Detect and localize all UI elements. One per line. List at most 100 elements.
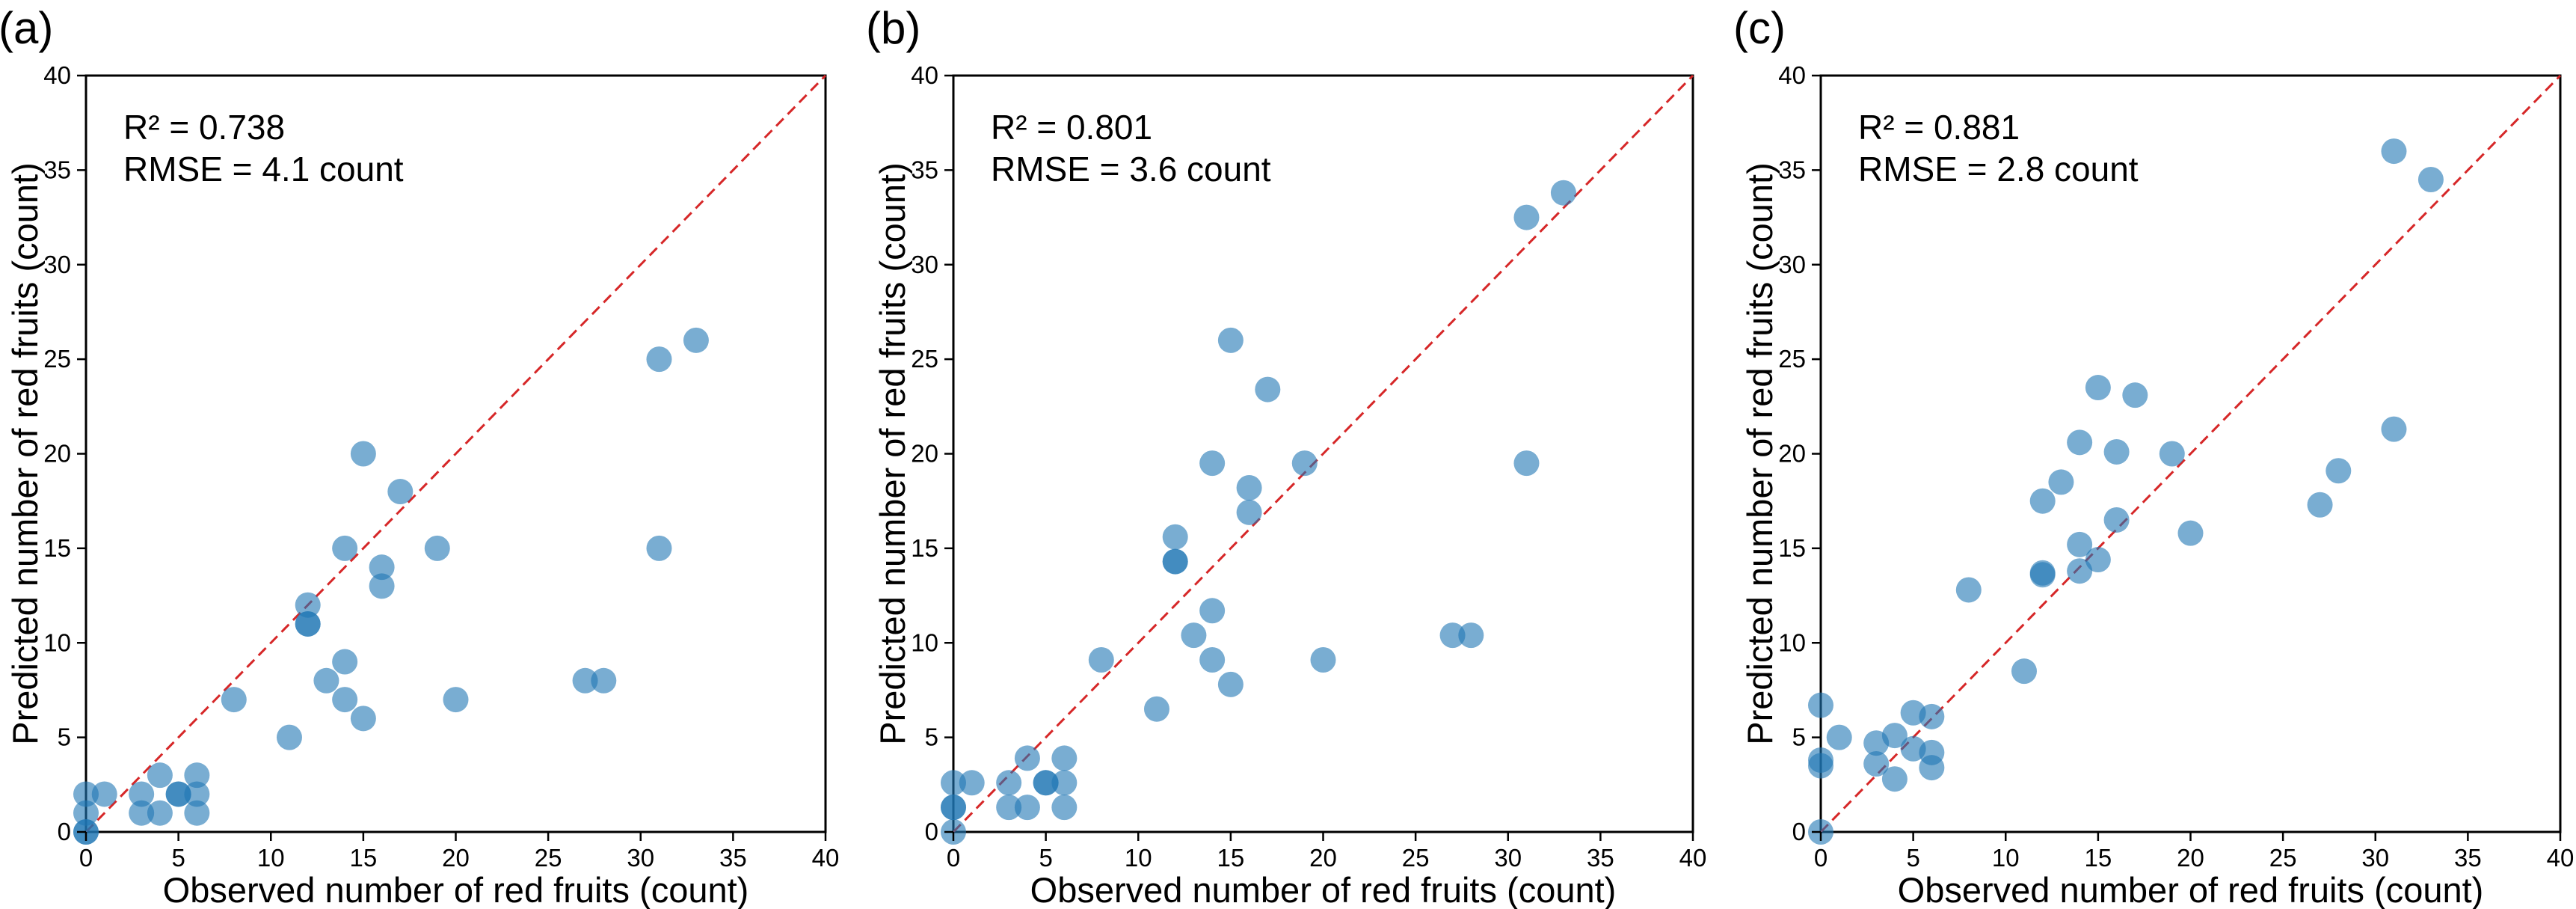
data-point — [2048, 469, 2074, 495]
data-point — [424, 535, 450, 561]
data-point — [1863, 751, 1890, 777]
x-tick-label: 25 — [2269, 844, 2297, 872]
panel-label: (c) — [1733, 3, 1786, 53]
y-axis-label: Predicted number of red fruits (count) — [873, 162, 912, 744]
x-tick-label: 20 — [2177, 844, 2204, 872]
y-tick-label: 35 — [43, 156, 71, 183]
data-point — [1014, 795, 1040, 821]
data-point — [2029, 488, 2056, 514]
data-point — [646, 535, 672, 561]
data-point — [2122, 382, 2148, 408]
y-tick-label: 10 — [1778, 628, 1806, 656]
y-tick-label: 30 — [43, 251, 71, 278]
x-tick-label: 0 — [79, 844, 93, 872]
data-point — [73, 781, 99, 807]
data-point — [1439, 622, 1466, 649]
data-point — [2381, 138, 2407, 165]
data-point — [129, 800, 155, 826]
data-point — [1088, 646, 1114, 673]
x-tick-label: 0 — [947, 844, 960, 872]
x-tick-label: 10 — [257, 844, 285, 872]
scatter-panel: 0 5 10 15 20 25 30 35 40 0 5 10 15 20 25 30 35 40 Observed… — [866, 3, 1706, 909]
x-tick-label: 15 — [350, 844, 378, 872]
panel-label: (b) — [866, 3, 920, 53]
data-point — [572, 667, 598, 694]
data-point — [1162, 548, 1188, 575]
data-point — [332, 687, 358, 713]
data-point — [1550, 180, 1576, 206]
identity-line — [1819, 74, 2562, 833]
data-point — [1808, 692, 1833, 718]
identity-line — [952, 74, 1694, 833]
x-tick-label: 20 — [442, 844, 470, 872]
data-point — [1033, 770, 1059, 796]
y-axis-label: Predicted number of red fruits (count) — [5, 162, 45, 744]
data-point — [184, 762, 210, 789]
data-point — [332, 535, 358, 561]
data-point — [1051, 745, 1078, 771]
x-tick-label: 40 — [812, 844, 840, 872]
data-point — [1310, 646, 1336, 673]
data-point — [2067, 558, 2093, 584]
data-point — [2011, 658, 2037, 685]
y-tick-label: 0 — [925, 818, 938, 845]
x-tick-label: 30 — [2361, 844, 2389, 872]
y-tick-label: 40 — [911, 61, 938, 89]
data-point — [276, 724, 302, 750]
data-point — [369, 554, 395, 581]
data-point — [184, 781, 210, 807]
x-tick-label: 15 — [2085, 844, 2112, 872]
data-point — [1199, 598, 1226, 624]
scatter-panel: 0 5 10 15 20 25 30 35 40 0 5 10 15 20 25 30 35 40 Observed… — [1733, 3, 2574, 909]
y-tick-label: 20 — [1778, 440, 1806, 468]
data-point — [295, 610, 321, 637]
data-point — [1881, 766, 1908, 792]
x-tick-label: 40 — [1679, 844, 1707, 872]
data-point — [2159, 441, 2185, 467]
data-point — [1143, 696, 1169, 722]
x-tick-label: 35 — [719, 844, 747, 872]
y-tick-label: 5 — [1792, 723, 1806, 751]
y-tick-label: 30 — [1778, 251, 1806, 278]
data-point — [350, 706, 376, 732]
data-point — [387, 479, 414, 505]
y-tick-label: 35 — [1778, 156, 1806, 183]
data-point — [1181, 622, 1207, 649]
scatter-panel: 0 5 10 15 20 25 30 35 40 0 5 10 15 20 25 30 35 40 Observed… — [0, 3, 839, 909]
y-tick-label: 30 — [911, 251, 938, 278]
data-point — [2381, 416, 2407, 442]
data-point — [1513, 204, 1540, 230]
data-point — [591, 667, 617, 694]
data-point — [91, 781, 117, 807]
r-squared-annotation: R² = 0.881 — [1858, 108, 2020, 147]
data-point — [332, 649, 358, 675]
x-tick-label: 10 — [1992, 844, 2020, 872]
data-point — [996, 770, 1022, 796]
data-point — [2085, 375, 2111, 401]
data-point — [2103, 506, 2130, 533]
data-point — [369, 573, 395, 599]
y-tick-label: 5 — [58, 723, 71, 751]
data-point — [295, 592, 321, 618]
data-points — [941, 180, 1576, 845]
x-tick-label: 20 — [1309, 844, 1337, 872]
data-point — [443, 687, 469, 713]
data-point — [2307, 492, 2333, 518]
data-point — [73, 800, 99, 826]
data-point — [996, 795, 1022, 821]
data-point — [1162, 524, 1188, 550]
data-point — [1513, 450, 1540, 477]
x-tick-label: 40 — [2547, 844, 2575, 872]
x-axis-label: Observed number of red fruits (count) — [163, 870, 749, 909]
r-squared-annotation: R² = 0.801 — [991, 108, 1152, 147]
data-point — [1919, 739, 1945, 765]
data-point — [1881, 723, 1908, 749]
y-tick-label: 40 — [43, 61, 71, 89]
y-tick-label: 15 — [1778, 534, 1806, 562]
y-axis-label: Predicted number of red fruits (count) — [1740, 162, 1780, 744]
data-point — [147, 800, 173, 826]
y-tick-label: 0 — [1792, 818, 1806, 845]
data-point — [2326, 458, 2352, 484]
identity-line — [84, 74, 827, 833]
